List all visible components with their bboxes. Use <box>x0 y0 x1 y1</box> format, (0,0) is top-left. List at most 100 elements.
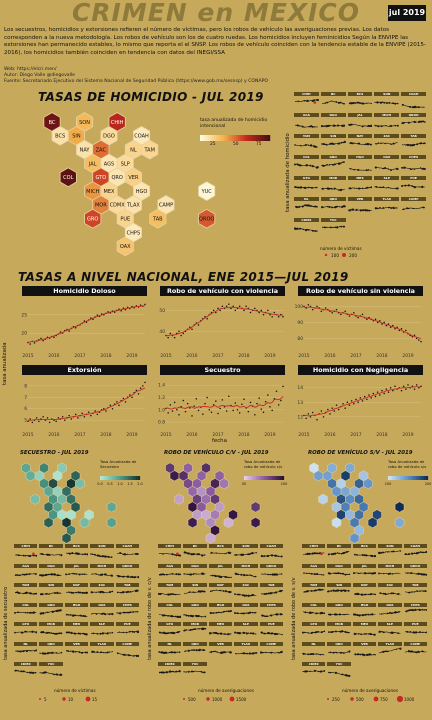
national-point <box>118 404 120 407</box>
small-multiple-ver: VER <box>64 642 89 660</box>
small-multiple-label: GTO <box>14 622 38 627</box>
small-multiple-col: COL <box>158 602 182 621</box>
small-multiple-plot <box>14 611 37 614</box>
small-multiple-plot <box>209 650 232 655</box>
small-multiple-line <box>375 167 399 171</box>
y-tick-label: 6 <box>24 406 27 412</box>
small-multiple-line <box>116 631 139 634</box>
intro-paragraph: Los secuestros, homicidios y extorsiones… <box>4 27 426 56</box>
small-multiple-line <box>184 552 206 556</box>
small-multiple-plot <box>353 633 376 637</box>
bottom-size-legend-title: número de averiguaciones <box>342 688 398 693</box>
small-multiple-plot <box>65 650 89 654</box>
small-multiple-line <box>91 553 113 558</box>
national-point <box>225 410 228 412</box>
small-multiple-plot <box>375 142 399 146</box>
small-multiple-label: TAM <box>302 583 326 588</box>
svg-text:QRO: QRO <box>111 175 122 181</box>
mini-hex-qroo <box>394 517 405 529</box>
national-point <box>394 328 396 330</box>
national-point <box>234 402 237 404</box>
national-point <box>245 305 247 308</box>
small-multiple-label: OAX <box>90 602 114 607</box>
national-point <box>189 326 191 328</box>
national-trend-line <box>165 396 284 410</box>
small-multiple-plot <box>234 593 257 598</box>
small-multiple-line <box>209 574 232 578</box>
small-multiple-col: COL <box>14 602 38 621</box>
hex-state-tam: TAM <box>141 139 159 160</box>
national-point <box>262 411 265 413</box>
small-multiple-label: TAB <box>403 583 427 588</box>
web-link[interactable]: Web: https://elcri.men/ <box>4 67 57 72</box>
small-multiple-plot <box>353 553 377 558</box>
national-point <box>191 415 193 417</box>
svg-text:JAL: JAL <box>88 161 97 167</box>
small-multiple-plot <box>91 632 114 636</box>
national-point <box>413 388 416 390</box>
national-panel-3: Extorsión 5 6 7 8 2015 2016 2017 2018 2019 <box>22 365 147 439</box>
national-point <box>282 385 284 388</box>
small-multiple-plot <box>14 591 38 595</box>
small-multiple-zac: ZAC <box>234 583 258 601</box>
svg-text:VER: VER <box>128 175 139 181</box>
small-multiple-mex: MEX <box>208 622 233 640</box>
national-point <box>327 408 329 411</box>
svg-text:CAMP: CAMP <box>159 203 173 209</box>
small-multiple-plot <box>321 100 345 105</box>
national-point <box>131 396 133 399</box>
small-multiple-pue: PUE <box>403 622 427 640</box>
national-point <box>173 401 176 404</box>
small-multiple-line <box>402 142 426 146</box>
small-multiple-jal: JAL <box>352 563 377 582</box>
small-multiple-tab: TAB <box>259 583 283 601</box>
mini-hex-col <box>174 493 184 505</box>
small-multiple-plot <box>39 608 63 615</box>
small-multiple-label: COL <box>14 602 38 607</box>
homicide-legend-tick: 50 <box>233 142 239 147</box>
national-panel-title: Homicidio con Negligencia <box>298 365 423 375</box>
small-multiple-line <box>402 120 426 124</box>
mini-hex-yuc <box>394 501 405 513</box>
mini-hex-tab <box>367 517 378 529</box>
x-tick-label: 2018 <box>100 353 111 359</box>
small-multiple-line <box>65 632 88 636</box>
svg-text:HGO: HGO <box>136 189 148 195</box>
small-multiple-label: CDMX <box>158 661 182 666</box>
svg-text:GTO: GTO <box>96 175 107 181</box>
small-multiple-plot <box>183 613 207 618</box>
small-multiple-oax: OAX <box>234 602 258 621</box>
bottom-size-legend: 5 10 15 <box>39 696 98 702</box>
small-multiple-line <box>348 187 372 190</box>
small-multiple-plot <box>90 590 114 594</box>
national-point <box>376 391 379 393</box>
national-point <box>249 401 252 404</box>
national-point <box>111 407 114 410</box>
y-tick-label: 1.4 <box>158 383 165 389</box>
small-multiple-ver: VER <box>352 642 377 660</box>
small-multiple-label: NL <box>14 642 38 646</box>
y-tick-label: 8 <box>24 383 27 389</box>
small-multiple-pue: PUE <box>401 176 426 195</box>
small-multiple-plot <box>115 574 139 578</box>
x-tick-label: 2017 <box>212 432 223 438</box>
small-multiple-col: COL <box>302 602 326 621</box>
small-multiple-plot <box>116 589 139 594</box>
small-multiple-label: CAMP <box>403 642 427 646</box>
small-multiple-line <box>91 632 113 635</box>
small-multiple-ver: VER <box>208 642 233 660</box>
small-multiple-line <box>321 141 345 146</box>
small-multiple-plot <box>374 186 400 190</box>
small-multiple-line <box>116 552 139 555</box>
small-multiple-label: CHPS <box>403 602 427 607</box>
national-point <box>116 401 118 403</box>
small-multiple-line <box>402 167 425 170</box>
national-point <box>195 397 198 400</box>
small-multiple-label: NAY <box>208 583 233 588</box>
small-multiple-label: PUE <box>401 176 426 180</box>
small-multiple-plot <box>64 572 88 576</box>
small-multiple-line <box>321 187 345 191</box>
small-multiple-plot <box>234 631 257 636</box>
national-panel-4: Secuestro 0.8 1.0 1.2 1.4 2015 2016 2017 2018 201… <box>158 365 285 439</box>
small-multiple-line <box>328 631 350 634</box>
